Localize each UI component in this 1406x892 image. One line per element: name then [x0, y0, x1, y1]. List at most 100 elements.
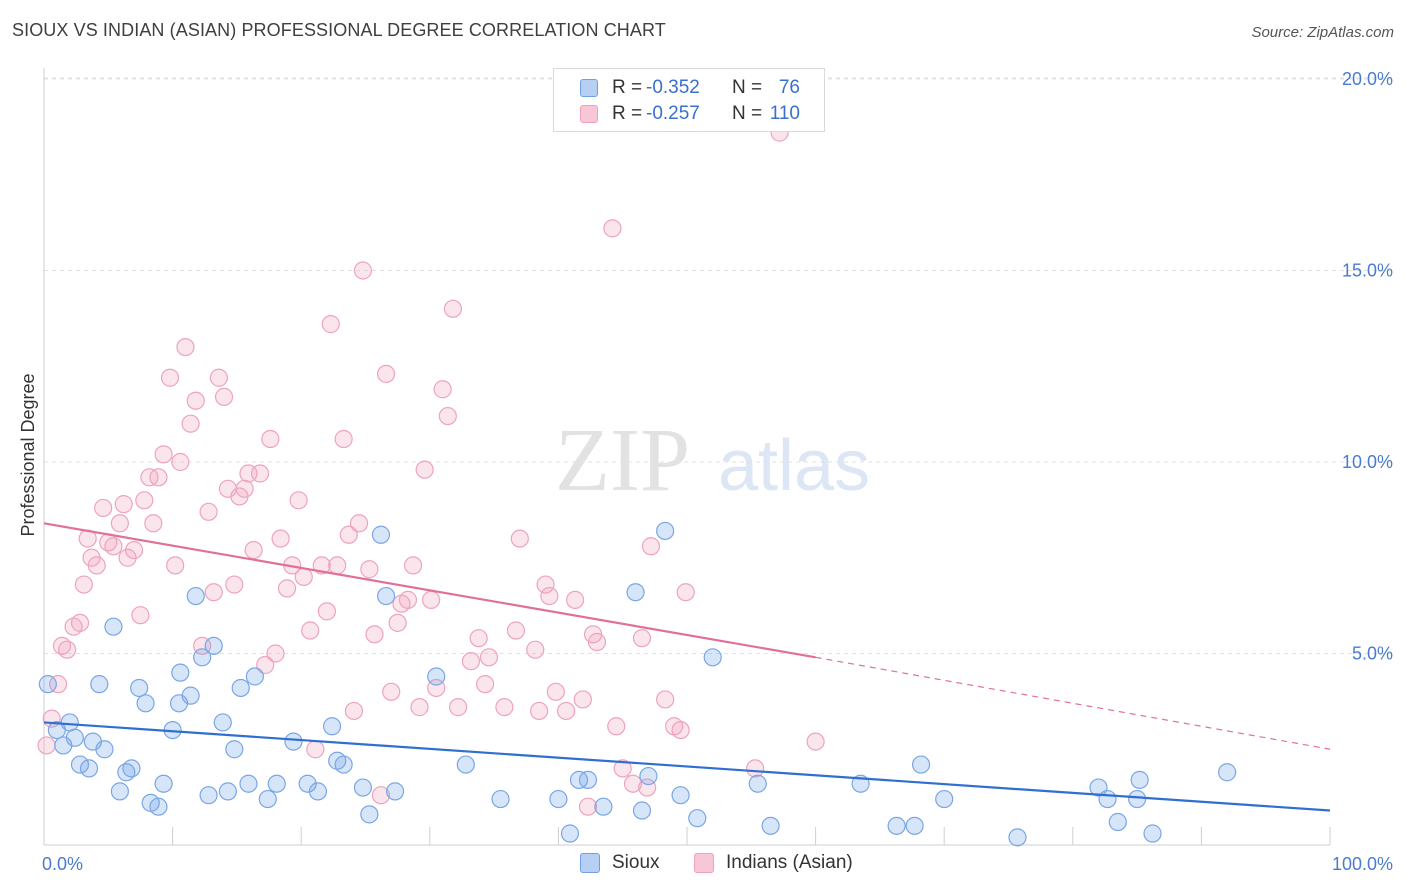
sioux-point [1143, 824, 1162, 843]
indians-point [433, 380, 452, 399]
indians-point [294, 567, 313, 587]
sioux-point [935, 789, 954, 809]
sioux-point [110, 782, 129, 801]
indians-point [607, 717, 626, 736]
legend-n-label: N = [732, 77, 763, 98]
indians-point [671, 720, 690, 740]
indians-point [388, 613, 407, 632]
indians-point [160, 368, 180, 387]
legend-r-value: -0.257 [646, 103, 700, 124]
indians-point [438, 406, 457, 426]
sioux-point [95, 740, 114, 759]
sioux-point [385, 782, 405, 801]
sioux-point [130, 678, 149, 698]
indians-point [204, 583, 223, 602]
indians-point [806, 732, 825, 751]
sioux-point [90, 675, 109, 694]
sioux-point [1008, 828, 1027, 847]
indians-point [114, 495, 133, 514]
indians-point [144, 514, 163, 533]
indians-point [410, 698, 429, 717]
indians-point [186, 391, 205, 410]
indians-point [353, 261, 373, 280]
indians-point [382, 682, 401, 701]
sioux-point [639, 766, 658, 786]
sioux-legend-swatch [580, 853, 600, 873]
sioux-point [656, 521, 675, 541]
sioux-point [70, 755, 90, 774]
source-label: Source: ZipAtlas.com [1251, 24, 1394, 41]
legend-row-sioux: R = -0.352 N = 76 [554, 75, 824, 101]
legend-r-label: R = [612, 77, 643, 98]
sioux-point [38, 675, 57, 694]
watermark-atlas: atlas [718, 426, 870, 506]
indians-point [321, 315, 340, 334]
y-tick-label: 5.0% [1352, 644, 1393, 664]
indians-point [403, 556, 423, 575]
indians-point [289, 491, 308, 510]
sioux-point [204, 636, 223, 655]
indians-point [479, 648, 499, 667]
legend-n-value: 110 [769, 103, 800, 124]
indians-point [171, 452, 190, 472]
indians-point [149, 468, 168, 487]
indians-point [225, 575, 244, 594]
indians-point [656, 690, 675, 709]
indians-point [344, 701, 364, 721]
sioux-point [225, 740, 244, 759]
indians-point [49, 675, 68, 694]
sioux-point [887, 816, 906, 835]
indians-point [376, 364, 396, 384]
sioux-point [245, 667, 265, 686]
indians-point [317, 602, 337, 621]
y-tick-label: 10.0% [1342, 452, 1393, 472]
indians-point [540, 586, 559, 606]
indians-point [506, 621, 526, 640]
indians-point [37, 736, 56, 755]
sioux-point [149, 797, 168, 816]
sioux-point [322, 717, 342, 736]
sioux-point [258, 789, 277, 809]
sioux-point [199, 786, 218, 805]
indians-point [306, 740, 325, 759]
sioux-point [1130, 770, 1149, 789]
sioux-point [1127, 789, 1147, 809]
indians-trend-line [43, 522, 816, 659]
indians-point [398, 590, 418, 609]
sioux-point [1098, 789, 1117, 809]
sioux-point [427, 667, 446, 686]
sioux-point [632, 801, 652, 820]
indians-point [526, 640, 545, 659]
sioux-point [491, 789, 510, 809]
legend-n-label: N = [732, 103, 763, 124]
sioux-point [181, 686, 200, 705]
indians-trend-extension [815, 656, 1331, 750]
indians-point [110, 514, 129, 533]
legend-r-label: R = [612, 103, 643, 124]
indians-point [365, 625, 384, 644]
indians-point [421, 590, 441, 609]
indians-point [676, 583, 695, 602]
indians-point [461, 652, 481, 671]
y-tick-label: 20.0% [1342, 69, 1393, 89]
indians-point [578, 797, 598, 816]
sioux-swatch [580, 79, 598, 97]
stats-legend: R = -0.352 N = 76 R = -0.257 N = 110 [553, 68, 825, 132]
y-tick-label: 15.0% [1342, 261, 1393, 281]
sioux-point [761, 816, 780, 835]
indians-point [154, 445, 173, 464]
sioux-point [298, 774, 317, 793]
sioux-point [456, 755, 475, 774]
sioux-point [79, 759, 99, 778]
sioux-point [122, 759, 141, 778]
sioux-point [218, 782, 237, 801]
sioux-point [284, 732, 303, 751]
indians-point [104, 537, 123, 556]
indians-point [443, 299, 463, 318]
indians-point [166, 556, 185, 575]
indians-point [334, 429, 353, 449]
indians-point [266, 644, 285, 663]
sioux-point [239, 774, 258, 793]
sioux-point [905, 816, 924, 835]
